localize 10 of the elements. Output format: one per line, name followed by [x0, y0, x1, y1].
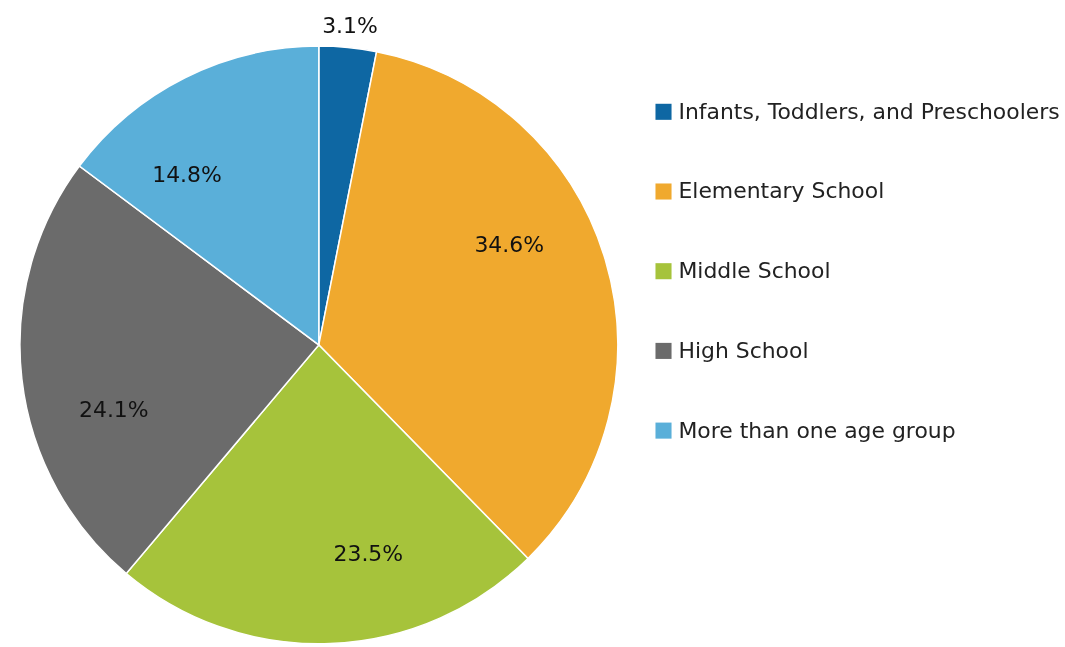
data-label: 14.8% — [152, 161, 222, 187]
legend-label: Elementary School — [678, 178, 885, 204]
legend-label: More than one age group — [678, 417, 956, 443]
legend-label: Middle School — [678, 258, 831, 284]
data-label: 3.1% — [322, 12, 378, 38]
legend-label: High School — [678, 337, 809, 363]
data-label: 24.1% — [79, 397, 149, 423]
data-label: 23.5% — [333, 541, 404, 567]
legend-label: Infants, Toddlers, and Preschoolers — [678, 98, 1060, 124]
data-label: 34.6% — [474, 231, 544, 257]
